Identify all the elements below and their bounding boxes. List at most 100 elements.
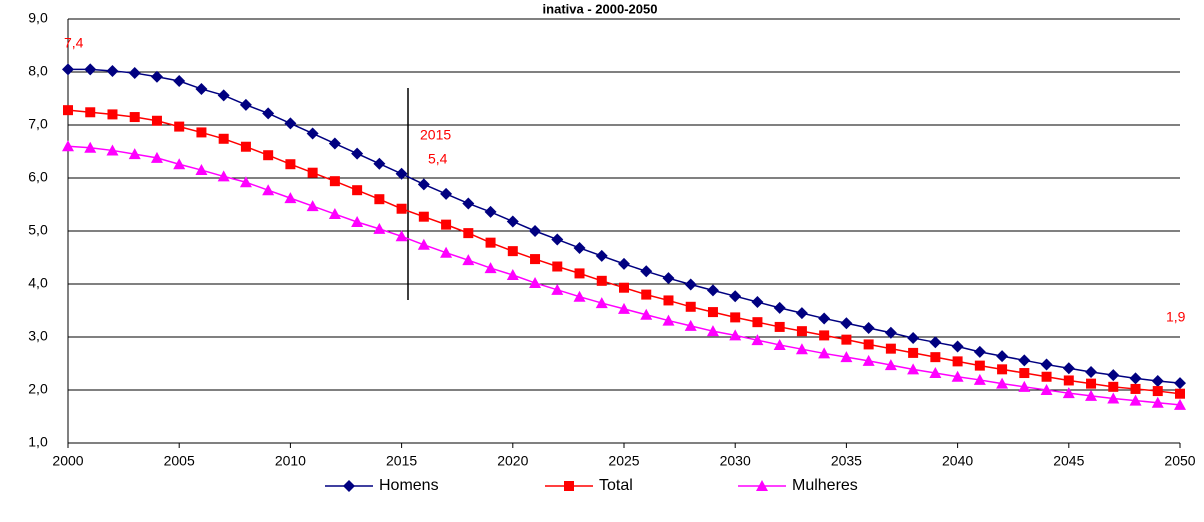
point [462, 197, 475, 210]
point [973, 373, 986, 385]
point [640, 265, 653, 278]
point [907, 332, 920, 345]
point [729, 329, 742, 341]
point [862, 321, 875, 334]
point [595, 297, 608, 309]
point [352, 185, 363, 196]
point [484, 205, 497, 218]
point [774, 321, 785, 332]
point [529, 225, 542, 237]
annotation: 7,4 [64, 35, 84, 51]
x-tick-label: 2050 [1164, 453, 1195, 469]
point [795, 307, 808, 320]
x-tick-label: 2020 [497, 453, 528, 469]
point [707, 307, 718, 318]
point [1040, 358, 1053, 371]
point [307, 167, 318, 178]
point [1062, 387, 1075, 399]
point [1063, 375, 1074, 386]
point [484, 262, 497, 274]
point [1018, 354, 1031, 367]
point [462, 254, 475, 266]
point [996, 350, 1009, 363]
point [552, 261, 563, 272]
point [1107, 369, 1120, 382]
point [285, 159, 296, 170]
point [618, 302, 630, 314]
point [663, 295, 674, 306]
point [396, 203, 407, 214]
point [1151, 374, 1164, 387]
y-tick-label: 8,0 [28, 63, 48, 79]
point [417, 178, 430, 191]
point [263, 150, 274, 161]
point [908, 347, 919, 358]
point [217, 89, 230, 102]
point [1085, 365, 1098, 378]
point [150, 70, 163, 83]
point [684, 278, 697, 291]
point [529, 276, 542, 288]
point [907, 363, 920, 375]
point [84, 63, 97, 76]
x-tick-label: 2010 [275, 453, 306, 469]
point [662, 314, 675, 326]
point [640, 308, 653, 320]
series-line [67, 145, 1181, 406]
point [239, 176, 252, 188]
y-tick-label: 5,0 [28, 222, 48, 238]
legend-label: Mulheres [792, 477, 858, 494]
legend-marker [756, 480, 768, 491]
point [951, 340, 964, 353]
point [173, 158, 186, 170]
point [818, 347, 831, 359]
chart-title: inativa - 2000-2050 [543, 1, 658, 16]
point [1040, 384, 1053, 395]
point [596, 275, 607, 286]
point [306, 200, 319, 212]
point [752, 317, 763, 328]
point [729, 290, 742, 303]
point [506, 268, 519, 280]
annotation: 5,4 [428, 151, 448, 167]
point [595, 249, 608, 262]
point [441, 219, 452, 230]
y-tick-label: 6,0 [28, 169, 48, 185]
point [351, 215, 364, 227]
point [395, 230, 408, 242]
point [85, 107, 96, 118]
point [974, 360, 985, 371]
point [618, 257, 630, 270]
point [619, 282, 629, 293]
x-tick-label: 2025 [608, 453, 639, 469]
point [530, 254, 541, 265]
point [641, 289, 652, 300]
annotation: 1,9 [1166, 309, 1186, 325]
point [1086, 378, 1097, 389]
series-line [67, 109, 1181, 395]
point [952, 356, 963, 367]
point [107, 109, 118, 120]
point [239, 98, 252, 111]
point [840, 351, 853, 363]
point [662, 272, 675, 285]
point [129, 112, 140, 123]
point [685, 301, 696, 312]
legend-marker [343, 480, 355, 492]
point [862, 354, 875, 366]
y-tick-label: 7,0 [28, 116, 48, 132]
y-tick-label: 3,0 [28, 328, 48, 344]
point [684, 319, 697, 331]
x-tick-label: 2000 [52, 453, 83, 469]
point [1041, 371, 1052, 382]
point [195, 82, 208, 95]
point [1174, 377, 1186, 390]
point [284, 192, 297, 204]
point [485, 237, 496, 248]
point [262, 107, 275, 120]
point [573, 290, 586, 302]
y-tick-label: 4,0 [28, 275, 48, 291]
point [951, 370, 964, 382]
point [506, 215, 519, 228]
